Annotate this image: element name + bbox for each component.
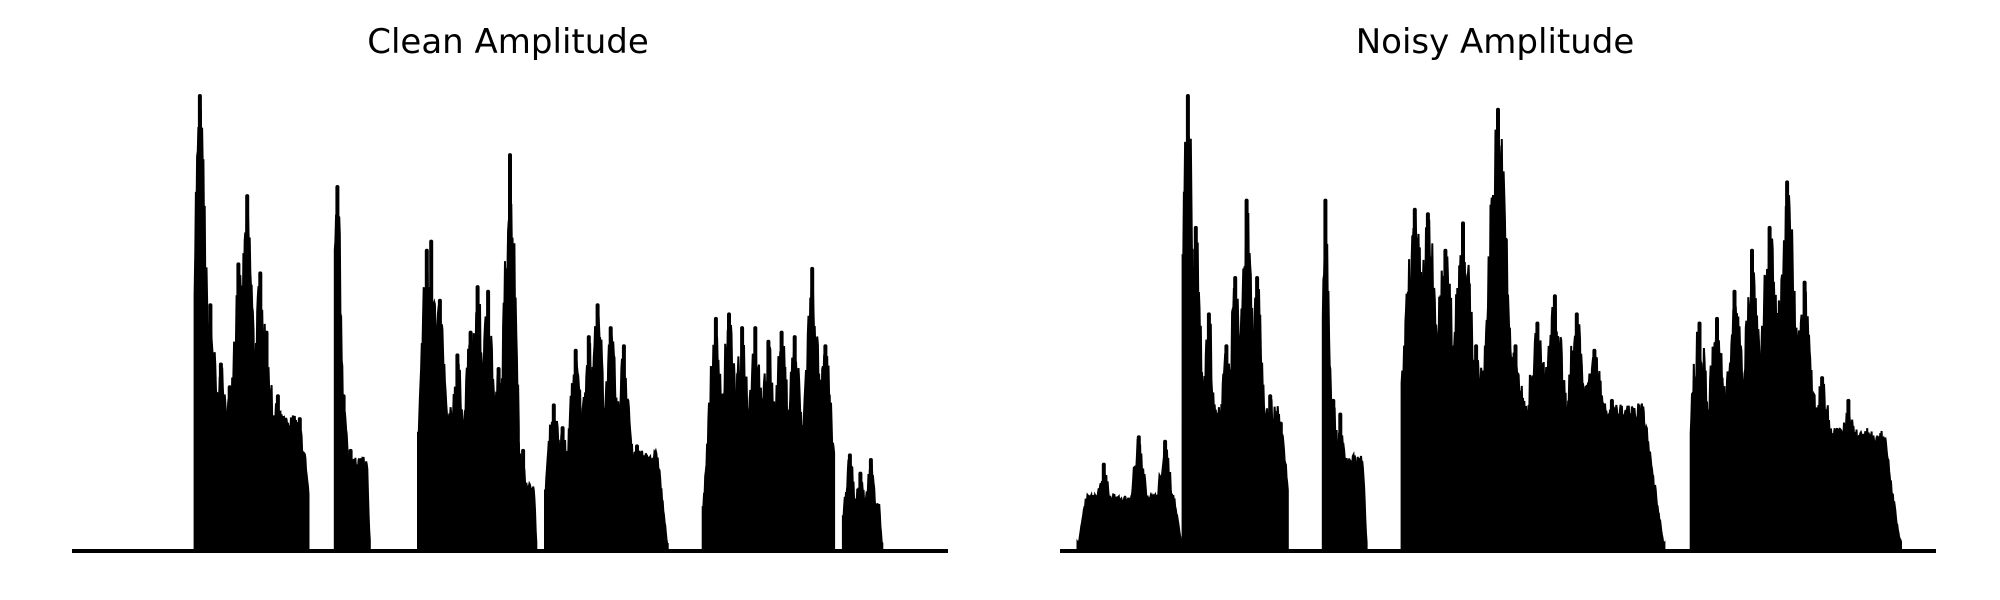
chart-title-noisy: Noisy Amplitude	[1355, 22, 1635, 62]
amplitude-segment-3	[1400, 129, 1666, 552]
clean-amplitude-plot	[72, 94, 948, 553]
amplitude-segment-2	[1321, 243, 1368, 552]
noisy-amplitude-plot	[1060, 94, 1936, 553]
amplitude-segment-0	[193, 109, 310, 552]
chart-title-clean: Clean Amplitude	[367, 22, 649, 62]
amplitude-segment-4	[1689, 187, 1902, 552]
